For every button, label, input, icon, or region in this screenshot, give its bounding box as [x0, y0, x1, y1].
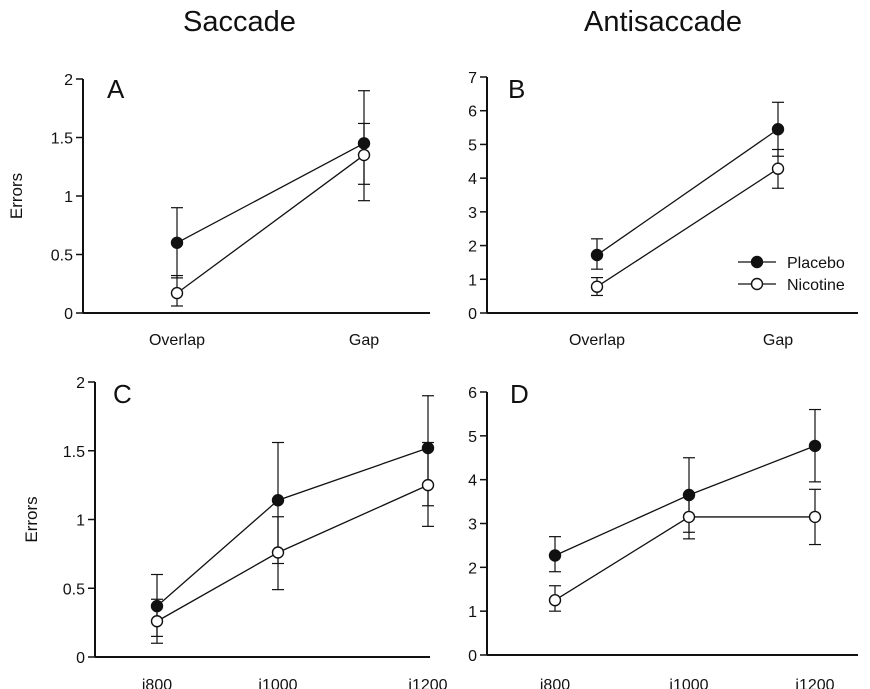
panel-b: 0 1 2 3 4 5 6 7 Overlap Gap B — [468, 70, 858, 349]
y-tick-label: 2 — [468, 239, 477, 256]
x-tick-label: i800 — [540, 677, 570, 689]
data-point — [271, 494, 285, 507]
data-point — [271, 546, 285, 559]
x-tick-label: i1200 — [408, 677, 447, 689]
y-tick-label: 5 — [468, 137, 477, 154]
panel-d: 0 1 2 3 4 5 6 i800 i1000 i1200 D — [468, 379, 858, 689]
y-tick-label: 7 — [468, 70, 477, 87]
y-tick-label: 3 — [468, 205, 477, 222]
data-point — [590, 248, 604, 262]
series-line — [176, 142, 365, 244]
data-point — [590, 280, 604, 293]
series-nicotine — [548, 488, 822, 612]
legend-entry: Placebo — [787, 255, 845, 272]
column-title-antisaccade: Antisaccade — [584, 6, 742, 38]
y-axis-label: Errors — [7, 173, 26, 219]
x-tick-label: Gap — [349, 332, 379, 349]
data-point — [150, 615, 164, 628]
series-line — [156, 447, 429, 607]
y-axis-label: Errors — [22, 496, 41, 542]
series-nicotine — [150, 441, 435, 644]
y-tick-label: 1 — [468, 604, 477, 621]
x-tick-label: Gap — [763, 332, 793, 349]
y-tick-label: 1 — [64, 189, 73, 206]
y-tick-label: 2 — [76, 375, 85, 392]
series-nicotine — [590, 148, 785, 297]
y-tick-label: 0 — [468, 306, 477, 323]
panel-c: 0 0.5 1 1.5 2 i800 i1000 i1200 Errors C — [22, 375, 448, 689]
legend-entry: Nicotine — [787, 277, 845, 294]
y-tick-label: 0 — [64, 306, 73, 323]
series-placebo — [170, 90, 371, 279]
y-tick-label: 4 — [468, 473, 477, 490]
panel-letter: A — [107, 74, 125, 104]
y-tick-label: 2 — [64, 72, 73, 89]
x-tick-label: i1000 — [258, 677, 297, 689]
data-point — [170, 236, 184, 250]
x-tick-label: i800 — [142, 677, 172, 689]
data-point — [357, 148, 371, 162]
data-point — [808, 510, 822, 524]
panel-letter: C — [113, 379, 132, 409]
y-tick-label: 2 — [468, 560, 477, 577]
y-tick-label: 4 — [468, 171, 477, 188]
panel-letter: D — [510, 379, 529, 409]
series-line — [554, 516, 815, 601]
data-point — [170, 286, 184, 300]
y-tick-label: 1 — [76, 513, 85, 530]
panel-letter: B — [508, 74, 525, 104]
y-tick-label: 1.5 — [51, 131, 73, 148]
y-tick-label: 0 — [468, 648, 477, 665]
y-tick-label: 1.5 — [63, 444, 85, 461]
series-placebo — [590, 101, 785, 270]
x-tick-label: i1200 — [795, 677, 834, 689]
x-tick-label: Overlap — [569, 332, 625, 349]
data-point — [771, 123, 785, 136]
y-tick-label: 6 — [468, 385, 477, 402]
x-tick-label: i1000 — [669, 677, 708, 689]
y-tick-label: 0 — [76, 650, 85, 667]
y-tick-label: 3 — [468, 517, 477, 534]
data-point — [808, 439, 822, 453]
legend-marker — [750, 255, 764, 269]
column-title-saccade: Saccade — [183, 6, 296, 38]
y-tick-label: 6 — [468, 104, 477, 121]
data-point — [548, 549, 562, 562]
series-line — [596, 168, 779, 288]
data-point — [548, 594, 562, 607]
panel-a: 0 0.5 1 1.5 2 Overlap Gap Errors A — [7, 72, 430, 349]
y-tick-label: 1 — [468, 272, 477, 289]
series-line — [176, 154, 365, 294]
y-tick-label: 5 — [468, 429, 477, 446]
y-tick-label: 0.5 — [63, 581, 85, 598]
data-point — [421, 478, 435, 492]
legend-marker — [750, 277, 764, 291]
series-nicotine — [170, 122, 371, 307]
series-placebo — [548, 408, 822, 573]
series-line — [156, 484, 429, 622]
legend: Placebo Nicotine — [738, 255, 845, 294]
x-tick-label: Overlap — [149, 332, 205, 349]
data-point — [682, 510, 696, 524]
series-line — [596, 128, 779, 256]
y-tick-label: 0.5 — [51, 248, 73, 265]
data-point — [771, 162, 785, 175]
